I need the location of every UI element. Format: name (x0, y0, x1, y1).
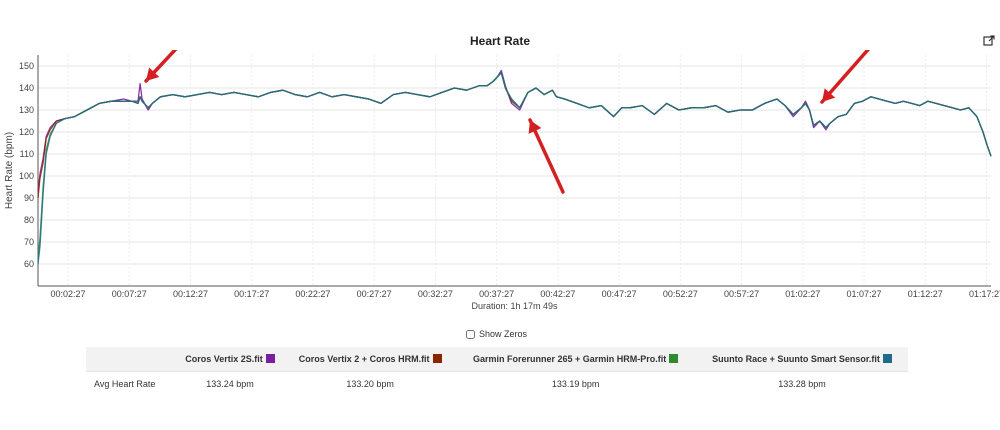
x-tick-label: 00:27:27 (357, 289, 392, 299)
x-tick-label: 00:07:27 (112, 289, 147, 299)
series-line (37, 71, 992, 260)
series-swatch (265, 354, 275, 363)
chart-title: Heart Rate (469, 34, 531, 48)
x-axis-title: Duration: 1h 17m 49s (471, 301, 558, 311)
row-label: Avg Heart Rate (86, 371, 175, 396)
y-tick-label: 60 (24, 259, 34, 269)
y-tick-label: 120 (19, 127, 34, 137)
y-tick-label: 70 (24, 237, 34, 247)
summary-col-header: Garmin Forerunner 265 + Garmin HRM-Pro.f… (455, 347, 696, 372)
series-line (37, 71, 992, 265)
label-layer: 60 70 80 90 100 110 120 130 140 150 00:02:27 00:07:… (4, 61, 1000, 311)
y-axis-title: Heart Rate (bpm) (4, 132, 15, 209)
x-tick-label: 00:47:27 (602, 289, 637, 299)
annotation-arrowhead (528, 120, 542, 134)
series-swatch (882, 354, 892, 363)
x-tick-label: 01:02:27 (785, 289, 820, 299)
avg-value: 133.24 bpm (175, 371, 286, 396)
x-tick-label: 00:22:27 (295, 289, 330, 299)
summary-row-avg: Avg Heart Rate 133.24 bpm 133.20 bpm 133… (86, 371, 908, 396)
y-tick-label: 150 (19, 61, 34, 71)
axes-layer (37, 55, 991, 287)
summary-table: Coros Vertix 2S.fit Coros Vertix 2 + Cor… (86, 347, 908, 396)
show-zeros-toggle[interactable]: Show Zeros (466, 329, 527, 339)
x-tick-label: 00:57:27 (724, 289, 759, 299)
y-tick-label: 90 (24, 193, 34, 203)
series-swatch (669, 354, 679, 363)
x-tick-label: 00:12:27 (173, 289, 208, 299)
x-tick-label: 01:17:27 (969, 289, 1000, 299)
annotation-layer (144, 50, 871, 194)
annotation-arrow (528, 118, 565, 194)
show-zeros-label: Show Zeros (479, 329, 528, 339)
expand-icon[interactable] (983, 35, 995, 47)
avg-value: 133.19 bpm (455, 371, 697, 396)
series-line (37, 69, 992, 192)
heart-rate-chart: 60 70 80 90 100 110 120 130 140 150 00:02:27 00:07:… (4, 50, 1000, 311)
summary-col-header: Coros Vertix 2 + Coros HRM.fit (285, 347, 455, 372)
x-tick-label: 00:52:27 (663, 289, 698, 299)
x-tick-label: 00:02:27 (50, 289, 85, 299)
x-tick-label: 00:32:27 (418, 289, 453, 299)
annotation-arrowhead (822, 88, 836, 102)
y-tick-label: 100 (19, 171, 34, 181)
series-line (37, 71, 992, 199)
summary-header-row: Coros Vertix 2S.fit Coros Vertix 2 + Cor… (86, 347, 908, 372)
y-tick-label: 80 (24, 215, 34, 225)
grid-layer (38, 55, 991, 286)
summary-corner (86, 347, 175, 372)
annotation-arrowhead (146, 67, 160, 81)
y-tick-label: 110 (20, 149, 34, 159)
annotation-arrow (820, 50, 871, 104)
x-tick-label: 00:42:27 (540, 289, 575, 299)
summary-col-header: Suunto Race + Suunto Smart Sensor.fit (696, 347, 908, 372)
y-tick-label: 140 (19, 83, 34, 93)
summary-col-header: Coros Vertix 2S.fit (175, 347, 285, 372)
show-zeros-checkbox[interactable] (466, 329, 475, 339)
x-tick-label: 01:07:27 (847, 289, 882, 299)
annotation-arrow (144, 50, 178, 83)
x-tick-label: 00:17:27 (234, 289, 269, 299)
avg-value: 133.20 bpm (285, 371, 456, 396)
x-tick-label: 01:12:27 (908, 289, 943, 299)
y-tick-label: 130 (19, 105, 34, 115)
avg-value: 133.28 bpm (696, 371, 908, 396)
x-tick-label: 00:37:27 (479, 289, 514, 299)
series-swatch (432, 354, 442, 363)
series-layer (37, 69, 992, 265)
